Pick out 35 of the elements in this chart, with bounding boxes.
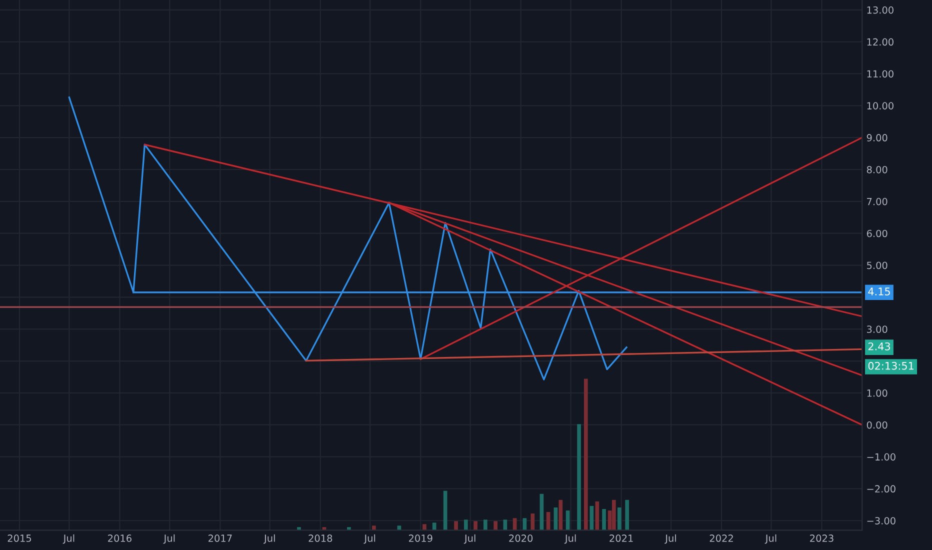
y-tick-label: 13.00 xyxy=(867,6,894,14)
x-tick-label: 2022 xyxy=(710,534,733,542)
y-tick-label: 12.00 xyxy=(867,38,894,46)
x-tick-label: Jul xyxy=(464,534,476,544)
y-tick-label: −3.00 xyxy=(867,517,896,524)
x-tick-label: Jul xyxy=(264,534,275,544)
x-tick-label: Jul xyxy=(62,534,74,544)
y-tick-label: 5.00 xyxy=(867,262,888,270)
x-tick-label: 2018 xyxy=(308,534,332,542)
x-tick-label: 2019 xyxy=(408,534,432,542)
y-tick-label: 6.00 xyxy=(866,230,888,238)
y-tick-label: 7.00 xyxy=(867,198,888,206)
x-tick-label: Jul xyxy=(163,534,175,544)
y-tick-label: 9.00 xyxy=(866,134,888,142)
x-tick-label: 2016 xyxy=(108,534,132,542)
y-tick-label: 10.00 xyxy=(867,102,894,110)
y-tick-label: 3.00 xyxy=(867,326,888,333)
x-tick-label: Jul xyxy=(564,534,576,544)
text: 02:13:51 xyxy=(868,362,914,370)
x-tick-label: 2017 xyxy=(208,534,232,542)
x-tick-label: Jul xyxy=(664,534,676,544)
y-tick-label: −1.00 xyxy=(867,453,896,461)
annotation: 2.43 xyxy=(868,342,890,350)
x-tick-label: Jul xyxy=(764,534,776,544)
x-tick-label: Jul xyxy=(364,534,376,544)
x-tick-label: 2023 xyxy=(810,534,834,542)
y-tick-label: 1.00 xyxy=(867,389,888,397)
x-tick-label: 2015 xyxy=(8,534,32,542)
y-tick-label: 0.00 xyxy=(866,421,888,429)
y-tick-label: −2.00 xyxy=(867,485,896,493)
annotation: 4.15 xyxy=(868,288,890,296)
y-tick-label: 8.00 xyxy=(866,166,888,174)
x-tick-label: 2020 xyxy=(509,534,533,542)
x-tick-label: 2021 xyxy=(610,534,633,542)
y-tick-label: 11.00 xyxy=(867,70,894,78)
